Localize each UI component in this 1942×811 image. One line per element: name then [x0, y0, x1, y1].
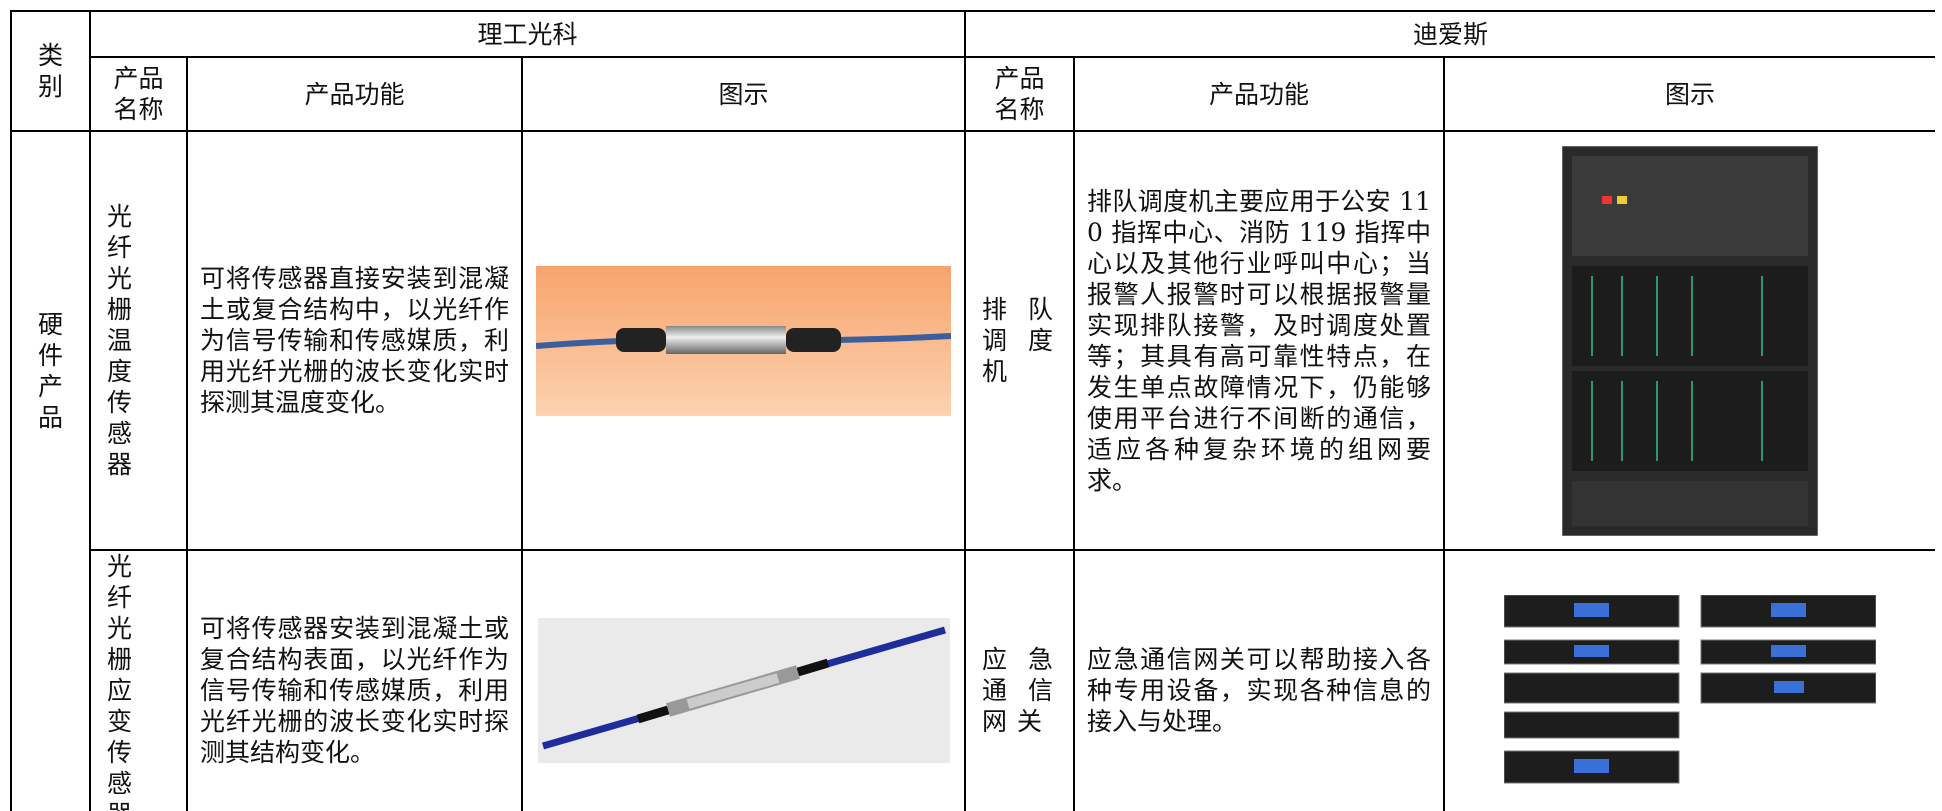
table-wrap: 类别 理工光科 迪爱斯 产品名称 产品功能 图示 产品名称 产品功能 图示 硬件… — [10, 10, 1935, 811]
product-name: 光纤光栅温度传感器 — [89, 130, 188, 551]
product-function: 可将传感器直接安装到混凝土或复合结构中，以光纤作为信号传输和传感媒质，利用光纤光… — [186, 130, 523, 551]
product-image — [520, 130, 967, 551]
section-label: 硬件产品 — [10, 130, 91, 811]
product-name: 光纤光栅应变传感器 — [89, 549, 188, 811]
product-image — [1443, 130, 1935, 551]
column-header: 产品名称 — [964, 56, 1076, 132]
gateway-image — [1504, 594, 1877, 783]
column-header: 产品功能 — [186, 56, 523, 132]
column-header: 图示 — [1443, 56, 1935, 132]
section-text: 硬件产品 — [37, 310, 63, 432]
column-header: 图示 — [520, 56, 967, 132]
column-header: 产品功能 — [1073, 56, 1446, 132]
sensor-image — [536, 265, 951, 416]
sensor-image — [537, 618, 950, 763]
product-function: 可将传感器安装到混凝土或复合结构表面，以光纤作为信号传输和传感媒质，利用光纤光栅… — [186, 549, 523, 811]
product-image — [1443, 549, 1935, 811]
group-header: 理工光科 — [88, 10, 967, 58]
product-function: 排队调度机主要应用于公安 110 指挥中心、消防 119 指挥中心以及其他行业呼… — [1073, 130, 1446, 551]
category-header: 类别 — [10, 10, 91, 132]
column-header: 产品名称 — [89, 56, 188, 132]
cabinet-image — [1562, 145, 1819, 536]
product-function: 应急通信网关可以帮助接入各种专用设备，实现各种信息的接入与处理。 — [1073, 549, 1446, 811]
comparison-table: 类别 理工光科 迪爱斯 产品名称 产品功能 图示 产品名称 产品功能 图示 硬件… — [10, 10, 1935, 811]
product-name: 应急通信网关 — [964, 549, 1076, 811]
product-name: 排队调度机 — [964, 130, 1076, 551]
product-image — [520, 549, 967, 811]
group-header: 迪爱斯 — [964, 10, 1935, 58]
